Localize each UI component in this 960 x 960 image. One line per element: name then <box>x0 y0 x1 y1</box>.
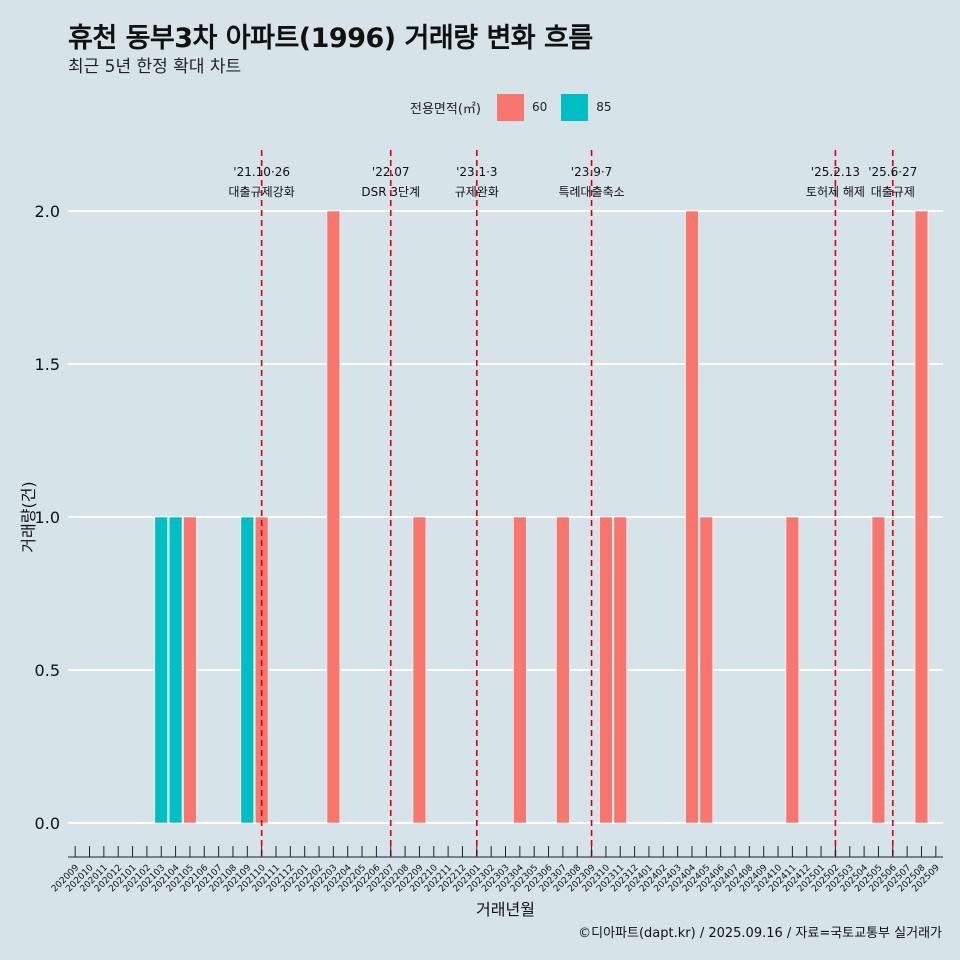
annotation-label: 규제완화 <box>455 185 499 199</box>
annotation-label: 토허제 해제 <box>806 185 865 199</box>
legend-title: 전용면적(㎡) <box>410 101 481 117</box>
chart-subtitle: 최근 5년 한정 확대 차트 <box>68 57 242 77</box>
bar-60-202310 <box>599 516 613 824</box>
y-tick-label: 0.5 <box>35 661 60 680</box>
bar-60-202307 <box>556 516 570 824</box>
legend: 전용면적(㎡) 60 85 <box>410 93 618 121</box>
annotation-date: '25.6·27 <box>868 165 917 179</box>
legend-swatch-85 <box>561 93 589 121</box>
annotation-label: 대출규제 <box>871 185 915 199</box>
bar-60-202405 <box>699 516 714 824</box>
x-axis-title: 거래년월 <box>476 900 535 919</box>
annotation-date: '21.10·26 <box>233 165 290 179</box>
y-axis-title: 거래량(건) <box>19 481 38 552</box>
annotation-date: '22.07 <box>372 165 410 179</box>
bar-60-202404 <box>685 210 699 824</box>
y-tick-label: 2.0 <box>35 202 60 221</box>
legend-label-85: 85 <box>596 100 612 114</box>
bar-60-202209 <box>412 516 427 824</box>
annotation-date: '25.2.13 <box>811 165 860 179</box>
bar-85-202104 <box>168 516 183 824</box>
chart-title: 휴천 동부3차 아파트(1996) 거래량 변화 흐름 <box>68 23 593 54</box>
annotation-date: '23.1·3 <box>456 165 497 179</box>
bar-60-202105 <box>183 516 197 824</box>
bar-85-202103 <box>154 516 168 824</box>
bar-60-202203 <box>326 210 341 824</box>
y-tick-label: 1.5 <box>35 355 60 374</box>
bar-60-202505 <box>871 516 886 824</box>
bar-85-202109 <box>240 516 255 824</box>
legend-label-60: 60 <box>531 100 548 114</box>
bar-60-202411 <box>785 516 800 824</box>
bar-60-202311 <box>613 516 628 824</box>
bar-60-202508 <box>914 210 929 824</box>
annotation-label: 특례대출축소 <box>558 185 624 199</box>
annotation-label: 대출규제강화 <box>229 185 295 199</box>
bar-60-202304 <box>513 516 527 824</box>
source-caption: ©디아파트(dapt.kr) / 2025.09.16 / 자료=국토교통부 실… <box>578 926 942 941</box>
annotation-label: DSR 3단계 <box>361 185 420 199</box>
legend-swatch-60 <box>496 93 524 121</box>
y-tick-label: 0.0 <box>35 814 60 833</box>
y-tick-label: 1.0 <box>35 508 60 527</box>
annotation-date: '23.9·7 <box>571 165 612 179</box>
